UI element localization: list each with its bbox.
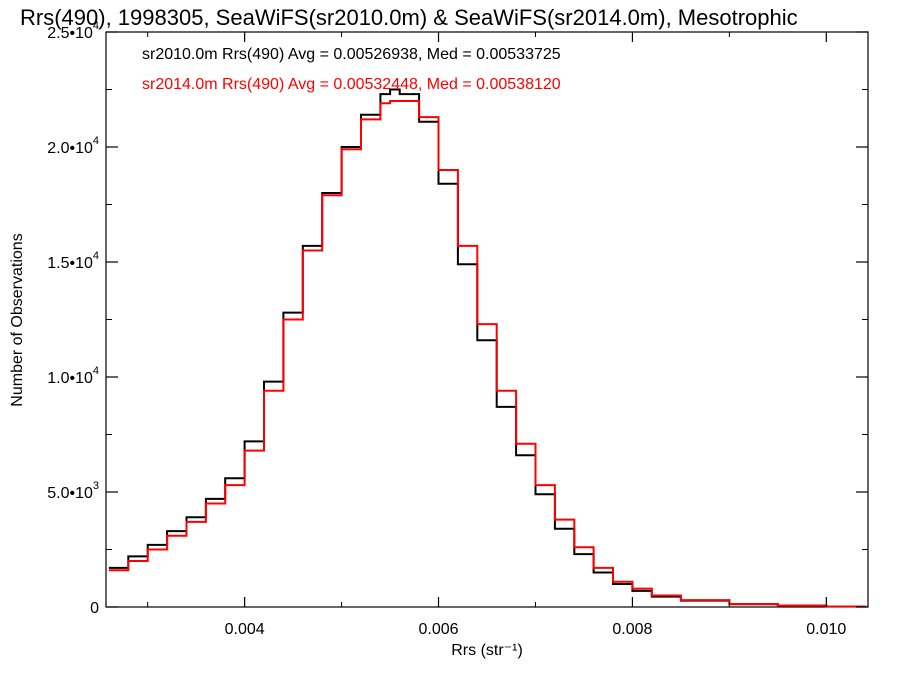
y-tick-label: 2.0•104 bbox=[47, 135, 99, 157]
plot-frame bbox=[105, 31, 869, 608]
legend: sr2010.0m Rrs(490) Avg = 0.00526938, Med… bbox=[142, 46, 561, 93]
ticks-layer: 0.004 0.006 0.008 0.010 0 5.0•103 1.0•104 1.5•1… bbox=[47, 20, 868, 638]
legend-entry-red: sr2014.0m Rrs(490) Avg = 0.00532448, Med… bbox=[142, 76, 561, 93]
y-axis-label: Number of Observations bbox=[9, 233, 26, 406]
y-tick-label: 5.0•103 bbox=[47, 480, 99, 502]
series-line-1 bbox=[108, 100, 867, 608]
y-tick-label: 2.5•104 bbox=[47, 20, 99, 42]
x-tick-label: 0.004 bbox=[225, 621, 265, 638]
x-tick-label: 0.008 bbox=[612, 621, 652, 638]
series-line-0 bbox=[108, 88, 867, 608]
y-tick-label: 1.0•104 bbox=[47, 365, 99, 387]
x-tick-label: 0.006 bbox=[419, 621, 459, 638]
legend-entry-black: sr2010.0m Rrs(490) Avg = 0.00526938, Med… bbox=[142, 46, 561, 63]
chart-title: Rrs(490), 1998305, SeaWiFS(sr2010.0m) & … bbox=[20, 5, 798, 30]
y-tick-label: 1.5•104 bbox=[47, 250, 99, 272]
y-tick-label: 0 bbox=[90, 600, 99, 617]
x-tick-label: 0.010 bbox=[806, 621, 846, 638]
series-layer bbox=[108, 88, 867, 608]
x-axis-label: Rrs (str⁻¹) bbox=[451, 642, 523, 659]
